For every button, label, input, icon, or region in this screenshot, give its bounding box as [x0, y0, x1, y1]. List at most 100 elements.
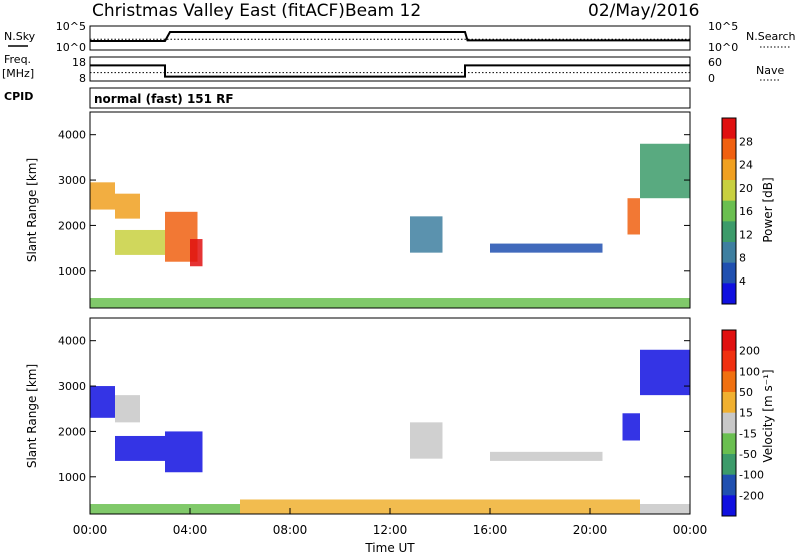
power-colorbar-tick: 8: [739, 252, 746, 265]
velocity-echo-region-1: [115, 395, 140, 423]
velocity-colorbar-tick: 15: [739, 407, 753, 420]
power-colorbar-swatch: [722, 221, 736, 243]
velocity-colorbar-tick: -50: [739, 448, 757, 461]
power-colorbar-tick: 28: [739, 135, 753, 148]
velocity-colorbar-frame: [721, 329, 737, 517]
plot-date: 02/May/2016: [588, 1, 700, 21]
velocity-echo-region-3: [165, 431, 203, 473]
noise-left-tick-bottom: 10^0: [56, 41, 86, 54]
freq-label: Freq.: [4, 53, 31, 66]
freq-unit-label: [MHz]: [2, 67, 34, 80]
xtick-label: 00:00: [673, 523, 708, 537]
velocity-colorbar-tick: -15: [739, 427, 757, 440]
power-colorbar-swatch: [722, 118, 736, 140]
velocity-colorbar-swatch: [722, 412, 736, 434]
power-colorbar-tick: 24: [739, 159, 753, 172]
noise-right-tick-top: 10^5: [708, 20, 738, 33]
noise-left-tick-top: 10^5: [56, 20, 86, 33]
velocity-echo-region-10: [640, 504, 690, 514]
velocity-colorbar-tick: 100: [739, 365, 760, 378]
beam-label: Beam 12: [345, 1, 421, 21]
power-colorbar-tick: 16: [739, 205, 753, 218]
power-colorbar-swatch: [722, 200, 736, 222]
velocity-colorbar-swatch: [722, 495, 736, 517]
cpid-panel-frame: [89, 87, 691, 109]
velocity-panel-frame: [89, 317, 691, 515]
velocity-colorbar-swatch: [722, 392, 736, 414]
nave-right-tick-top: 60: [708, 56, 722, 69]
velocity-echo-region-4: [410, 422, 443, 459]
power-echo-region-1: [115, 193, 140, 219]
xtick-label: 20:00: [573, 523, 608, 537]
xtick-label: 08:00: [273, 523, 308, 537]
power-panel: 1000 2000 3000 4000: [58, 129, 690, 308]
power-echo-region-8: [640, 143, 690, 199]
velocity-colorbar-swatch: [722, 433, 736, 455]
power-colorbar-swatch: [722, 283, 736, 305]
power-colorbar-swatch: [722, 159, 736, 181]
velocity-echo-region-7: [640, 349, 690, 396]
velocity-colorbar-swatch: [722, 371, 736, 393]
time-axis: 00:00 04:00 08:00 12:00 16:00 20:00 00:00: [73, 508, 708, 537]
cpid-label: CPID: [4, 90, 33, 103]
velocity-ytick-label: 3000: [58, 380, 86, 393]
xtick-label: 16:00: [473, 523, 508, 537]
power-ytick-label: 2000: [58, 219, 86, 232]
noise-panel-ticks: 10^5 10^0 10^5 10^0: [56, 20, 738, 54]
power-ytick-label: 4000: [58, 129, 86, 142]
power-colorbar-swatch: [722, 180, 736, 202]
velocity-colorbar-tick: -100: [739, 469, 764, 482]
velocity-echo-region-5: [490, 451, 603, 461]
velocity-colorbar-tick: 200: [739, 345, 760, 358]
power-echo-region-4: [190, 239, 203, 267]
power-colorbar-label: Power [dB]: [761, 177, 775, 242]
power-panel-frame: [89, 111, 691, 309]
freq-panel-frame: [89, 56, 691, 82]
velocity-echo-region-2: [115, 435, 165, 461]
noise-right-tick-bottom: 10^0: [708, 41, 738, 54]
power-echo-region-2: [115, 229, 165, 255]
power-echo-region-0: [90, 182, 115, 210]
noise-panel-frame: [89, 25, 691, 51]
velocity-echo-region-0: [90, 386, 115, 418]
nave-label: Nave: [756, 64, 784, 77]
velocity-ytick-label: 4000: [58, 335, 86, 348]
power-echo-region-7: [627, 198, 640, 235]
nsearch-label: N.Search: [746, 30, 796, 43]
velocity-colorbar-swatch: [722, 474, 736, 496]
velocity-colorbar-label: Velocity [m s⁻¹]: [761, 369, 775, 462]
nave-right-tick-bottom: 0: [708, 72, 715, 85]
power-colorbar-swatch: [722, 242, 736, 264]
velocity-colorbar-swatch: [722, 330, 736, 352]
velocity-colorbar-swatch: [722, 350, 736, 372]
cpid-text: normal (fast) 151 RF: [94, 92, 234, 106]
power-ytick-label: 1000: [58, 265, 86, 278]
velocity-colorbar-tick: 50: [739, 386, 753, 399]
power-echo-region-9: [90, 298, 690, 308]
velocity-ylabel: Slant Range [km]: [25, 364, 39, 468]
power-ytick-label: 3000: [58, 174, 86, 187]
power-colorbar-swatch: [722, 138, 736, 160]
power-echo-region-5: [410, 216, 443, 253]
power-ylabel: Slant Range [km]: [25, 158, 39, 262]
velocity-ytick-label: 1000: [58, 471, 86, 484]
nsky-label: N.Sky: [4, 30, 36, 43]
velocity-ytick-label: 2000: [58, 425, 86, 438]
power-colorbar-tick: 4: [739, 275, 746, 288]
noise-series-nsky: [90, 31, 690, 42]
power-colorbar-tick: 20: [739, 182, 753, 195]
freq-left-tick-top: 18: [72, 56, 86, 69]
freq-left-tick-bottom: 8: [79, 72, 86, 85]
velocity-echo-region-9: [240, 499, 640, 514]
power-colorbar-frame: [721, 117, 737, 305]
power-colorbar-swatch: [722, 262, 736, 284]
power-colorbar-tick: 12: [739, 228, 753, 241]
freq-series-freq: [90, 64, 690, 78]
xtick-label: 12:00: [373, 523, 408, 537]
xtick-label: 04:00: [173, 523, 208, 537]
velocity-panel: 1000 2000 3000 4000: [58, 335, 690, 514]
velocity-echo-region-8: [90, 504, 240, 514]
xlabel: Time UT: [364, 541, 415, 554]
velocity-colorbar-swatch: [722, 454, 736, 476]
